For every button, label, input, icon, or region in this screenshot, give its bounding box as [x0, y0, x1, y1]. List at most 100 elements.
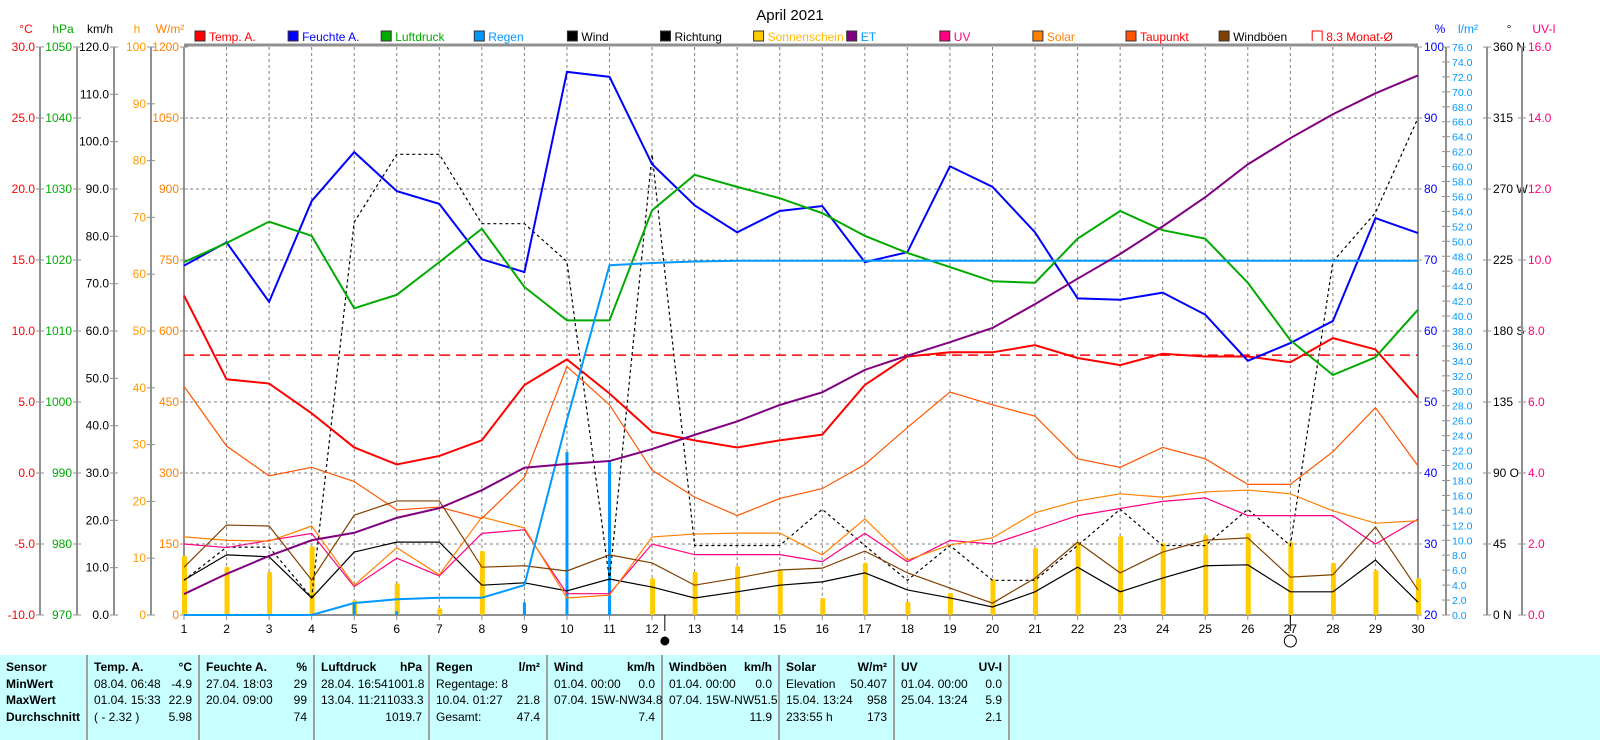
legend-label: Taupunkt [1140, 30, 1189, 44]
rain-axis-tick-label: 8.0 [1452, 550, 1467, 562]
solar-axis-tick-label: 600 [159, 324, 179, 338]
humidity-axis-tick-label: 70 [1424, 253, 1438, 267]
rain-axis-tick-label: 46.0 [1452, 266, 1473, 278]
table-row: MaxWert [6, 692, 80, 709]
rain-axis-tick-label: 14.0 [1452, 505, 1473, 517]
sunshine-bar [182, 555, 187, 615]
temp-axis-tick-label: -5.0 [14, 537, 35, 551]
table-header-h2: km/h [743, 660, 772, 674]
humidity-axis-tick-label: 40 [1424, 466, 1438, 480]
sunshine-bar [479, 550, 485, 615]
rain-axis-tick-label: 56.0 [1452, 191, 1473, 203]
table-header-h1: Temp. A. [94, 660, 144, 674]
table-row: 01.04. 00:00 0.0 [554, 676, 655, 693]
legend-swatch-icon [380, 30, 392, 42]
table-cell: 07.04. 15W-NW [669, 693, 755, 707]
table-header-h1: Feuchte A. [206, 660, 267, 674]
uv-axis-tick-label: 4.0 [1528, 466, 1545, 480]
wind-axis-tick-label: 70.0 [86, 277, 110, 291]
solar-axis-tick-label: 150 [159, 537, 179, 551]
x-axis-tick-label: 18 [901, 622, 915, 636]
wind-axis-tick-label: 60.0 [86, 324, 110, 338]
monthly-weather-chart: April 2021 °C30.025.020.015.010.05.00.0-… [8, 7, 1556, 648]
x-axis-tick-label: 19 [943, 622, 957, 636]
table-cell: 22.9 [168, 693, 192, 707]
rain-axis-tick-label: 38.0 [1452, 326, 1473, 338]
temp-axis-tick-label: 15.0 [12, 253, 36, 267]
legend-swatch-icon [566, 30, 578, 42]
rain-axis-tick-label: 70.0 [1452, 87, 1473, 99]
sunshine-axis-tick-label: 20 [133, 494, 147, 508]
solar-axis-tick-label: 1200 [152, 40, 179, 54]
statistics-table: Sensor MinWert MaxWert Durchschnitt Temp. A.… [0, 655, 1600, 740]
table-column-windböen: Windböen km/h 01.04. 00:00 0.0 07.04. 15W-NW… [663, 655, 780, 740]
temp-axis-tick-label: 25.0 [12, 111, 36, 125]
direction-axis-tick-label: 225 [1493, 253, 1513, 267]
humidity-axis-tick-label: 80 [1424, 182, 1438, 196]
table-cell: ( - 2.32 ) [94, 709, 140, 724]
uv-axis-unit: UV-I [1532, 22, 1555, 36]
sunshine-axis-tick-label: 10 [133, 551, 147, 565]
table-cell: 25.04. 13:24 [901, 693, 968, 707]
table-header-h2: km/h [626, 660, 655, 674]
pressure-axis-unit: hPa [52, 22, 74, 36]
sunshine-bar [777, 570, 783, 615]
direction-axis-unit: ° [1507, 22, 1512, 36]
table-cell: 08.04. 06:48 [94, 676, 161, 691]
rain-axis-tick-label: 26.0 [1452, 416, 1473, 428]
sunshine-bar [1373, 570, 1379, 615]
table-cell: 1019.7 [385, 709, 422, 724]
table-cell: 173 [866, 709, 887, 724]
sunshine-bar [224, 566, 230, 615]
rain-bar [608, 460, 612, 615]
sunshine-axis-tick-label: 70 [133, 210, 147, 224]
sunshine-bar [1416, 578, 1421, 615]
wind-axis-tick-label: 10.0 [86, 561, 110, 575]
table-header: Wind km/h [554, 659, 655, 676]
table-cell: MinWert [6, 676, 54, 691]
table-row: 08.04. 06:48 -4.9 [94, 676, 192, 693]
rain-axis-tick-label: 34.0 [1452, 356, 1473, 368]
table-header-h1: Windböen [669, 660, 727, 674]
table-header: Windböen km/h [669, 659, 772, 676]
rain-axis-tick-label: 68.0 [1452, 102, 1473, 114]
legend-label: Feuchte A. [302, 30, 359, 44]
legend-label: Richtung [675, 30, 722, 44]
table-cell: 27.04. 18:03 [206, 676, 273, 691]
rain-axis-tick-label: 2.0 [1452, 595, 1467, 607]
table-header-h2: °C [178, 660, 192, 674]
legend-label: Wind [581, 30, 608, 44]
x-axis-tick-label: 5 [351, 622, 358, 636]
table-row: 07.04. 15W-NW 34.8 [554, 692, 663, 709]
sunshine-bar [1160, 542, 1166, 615]
table-cell: 01.04. 15:33 [94, 693, 161, 707]
x-axis-tick-label: 16 [816, 622, 830, 636]
table-cell: 47.4 [516, 709, 540, 724]
table-row: 7.4 [554, 709, 655, 726]
legend-label: Regen [488, 30, 523, 44]
x-axis-tick-label: 12 [645, 622, 659, 636]
x-axis-tick-label: 11 [603, 622, 616, 636]
table-column-wind: Wind km/h 01.04. 00:00 0.0 07.04. 15W-NW 34.8… [548, 655, 663, 740]
sunshine-bar [650, 578, 656, 615]
rain-axis-tick-label: 58.0 [1452, 177, 1473, 189]
table-cell: 01.04. 00:00 [669, 676, 736, 691]
legend-swatch-icon [1218, 30, 1230, 42]
table-header: Temp. A. °C [94, 659, 192, 676]
temp-axis-tick-label: 5.0 [18, 395, 35, 409]
table-cell: Regentage: 8 [436, 676, 509, 691]
sunshine-axis-tick-label: 30 [133, 438, 147, 452]
table-cell: Elevation [786, 676, 836, 691]
table-cell: 21.8 [516, 693, 540, 707]
humidity-axis-tick-label: 50 [1424, 395, 1438, 409]
sunshine-bar [947, 592, 953, 615]
table-header-h1: Sensor [6, 660, 47, 674]
table-header: Regen l/m² [436, 659, 540, 676]
table-column-temp-a-: Temp. A. °C 08.04. 06:48 -4.9 01.04. 15:33 22… [88, 655, 200, 740]
rain-axis-tick-label: 64.0 [1452, 132, 1473, 144]
table-row: MinWert [6, 676, 80, 693]
legend-label: Solar [1047, 30, 1075, 44]
uv-axis-tick-label: 14.0 [1528, 111, 1552, 125]
wind-axis-tick-label: 100.0 [79, 135, 109, 149]
